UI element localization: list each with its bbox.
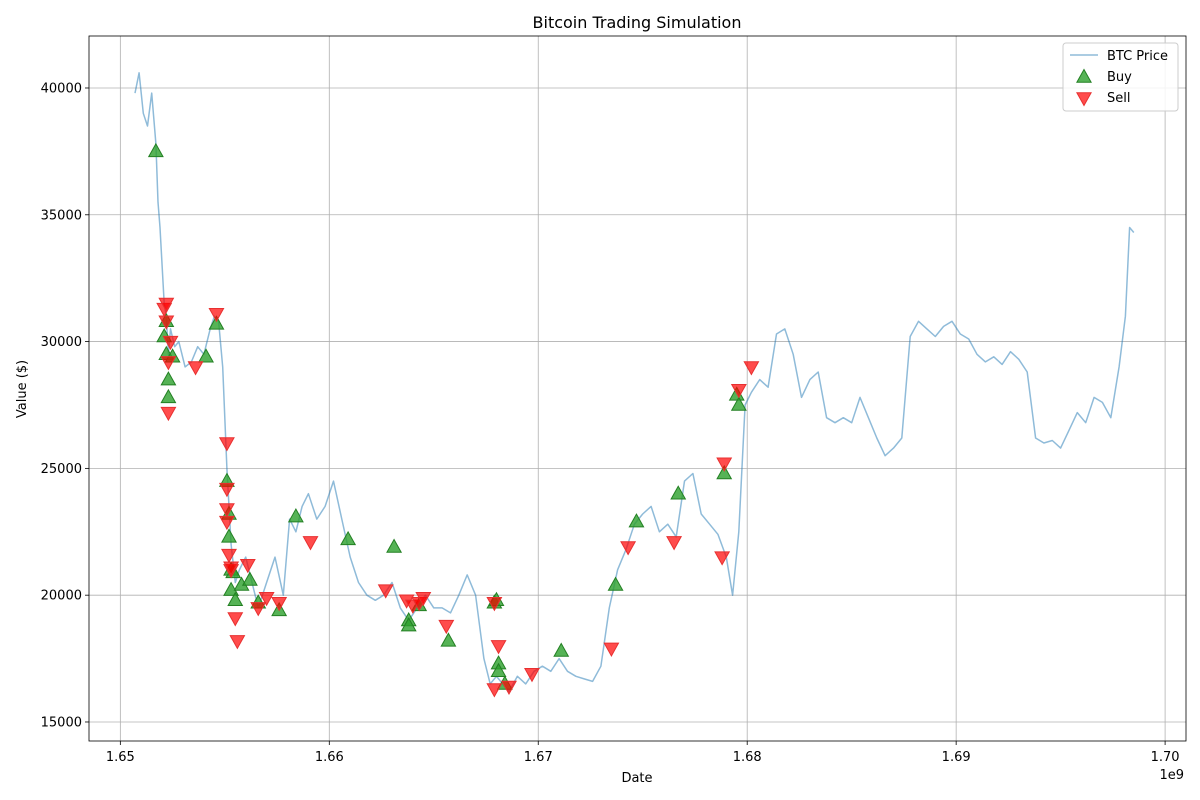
plot-area xyxy=(134,72,1135,698)
y-tick-label: 35000 xyxy=(41,208,82,223)
chart-title: Bitcoin Trading Simulation xyxy=(533,13,742,32)
buy-marker xyxy=(628,513,645,528)
sell-marker xyxy=(438,619,455,635)
sell-marker xyxy=(239,559,256,574)
buy-marker xyxy=(670,485,687,500)
legend-label: Sell xyxy=(1107,91,1130,106)
y-tick-label: 15000 xyxy=(41,715,82,730)
buy-marker xyxy=(160,371,177,386)
y-tick-label: 20000 xyxy=(41,589,82,604)
x-tick-label: 1.68 xyxy=(733,750,762,765)
sell-marker xyxy=(250,602,267,617)
buy-marker xyxy=(221,528,237,543)
buy-marker xyxy=(208,315,225,330)
buy-marker xyxy=(147,142,164,158)
x-tick-label: 1.67 xyxy=(524,750,553,765)
sell-marker xyxy=(603,642,620,657)
sell-marker xyxy=(302,536,319,551)
sell-marker xyxy=(490,640,507,655)
axes-frame xyxy=(88,35,1187,742)
x-offset-label: 1e9 xyxy=(1159,768,1184,783)
buy-marker xyxy=(440,632,457,647)
sell-marker xyxy=(271,597,288,612)
buy-marker xyxy=(386,538,403,553)
y-tick-label: 30000 xyxy=(41,335,82,350)
buy-marker xyxy=(490,662,507,678)
sell-marker xyxy=(208,307,225,323)
sell-marker xyxy=(524,668,540,683)
sell-marker xyxy=(377,584,394,599)
y-tick-label: 25000 xyxy=(41,462,82,477)
legend-label: BTC Price xyxy=(1107,49,1168,64)
sell-marker xyxy=(221,548,237,564)
sell-marker xyxy=(218,482,235,498)
buy-marker xyxy=(730,396,747,411)
sell-marker xyxy=(486,683,503,698)
sell-marker xyxy=(160,356,177,371)
sell-marker xyxy=(218,503,235,518)
buy-marker xyxy=(198,348,214,363)
x-tick-label: 1.65 xyxy=(106,750,135,765)
sell-marker xyxy=(218,437,235,452)
sell-marker xyxy=(258,591,275,607)
grid xyxy=(89,36,1186,741)
sell-marker xyxy=(223,561,240,576)
sell-marker xyxy=(501,680,517,696)
sell-marker xyxy=(743,361,760,376)
sell-marker xyxy=(218,515,235,531)
buy-marker xyxy=(607,576,624,591)
sell-marker xyxy=(229,635,246,650)
sell-marker xyxy=(158,315,175,330)
legend-buy-swatch xyxy=(1076,68,1092,83)
buy-marker xyxy=(340,530,357,546)
legend-label: Buy xyxy=(1107,70,1132,85)
y-tick-label: 40000 xyxy=(41,81,82,96)
x-tick-label: 1.70 xyxy=(1151,750,1180,765)
x-tick-label: 1.69 xyxy=(942,750,971,765)
sell-marker xyxy=(227,612,244,627)
buy-marker xyxy=(716,464,733,480)
sell-marker xyxy=(666,536,683,551)
legend-sell-swatch xyxy=(1076,92,1092,107)
sell-marker xyxy=(716,457,733,472)
btc-price-line xyxy=(134,72,1135,693)
buy-marker xyxy=(241,571,258,586)
sell-marker xyxy=(158,297,175,313)
x-axis-label: Date xyxy=(621,771,652,786)
sell-marker xyxy=(187,361,204,376)
buy-marker xyxy=(400,617,417,632)
sell-marker xyxy=(162,335,179,351)
sell-marker xyxy=(486,597,503,612)
legend-box xyxy=(1062,42,1179,112)
sell-marker xyxy=(730,384,747,399)
sell-marker xyxy=(415,591,432,607)
buy-marker xyxy=(160,388,177,404)
buy-marker xyxy=(227,591,244,607)
sell-marker xyxy=(160,406,177,422)
x-tick-label: 1.66 xyxy=(315,750,344,765)
axes: 1.65 1.66 1.67 1.68 1.69 1.70 15000 20000 25000 3… xyxy=(41,35,1187,765)
sell-marker xyxy=(714,551,731,566)
sell-marker xyxy=(620,541,637,556)
y-axis-label: Value ($) xyxy=(15,360,30,418)
buy-marker xyxy=(553,642,570,657)
buy-marker xyxy=(287,508,304,523)
legend: BTC Price Buy Sell xyxy=(1062,42,1179,112)
